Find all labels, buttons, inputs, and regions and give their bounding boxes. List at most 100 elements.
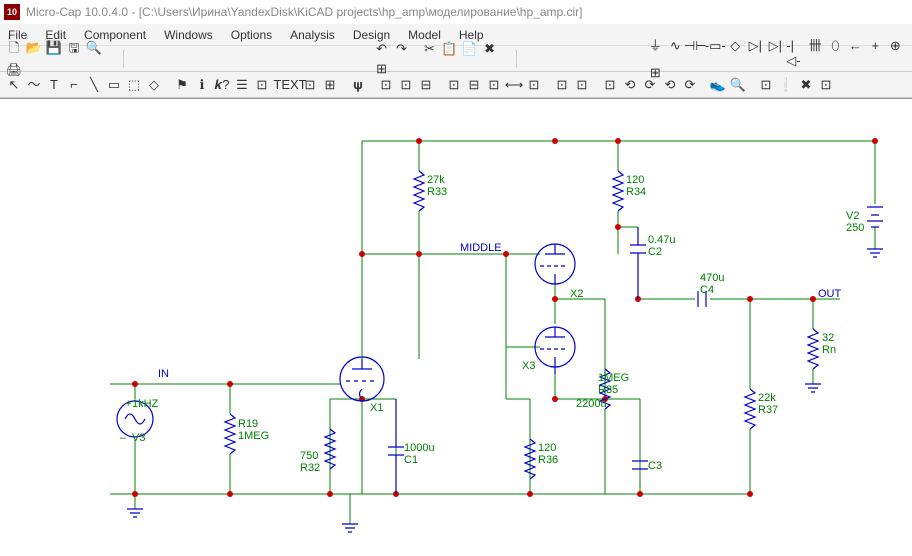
net-in: IN xyxy=(158,368,169,380)
tb3-btn-12[interactable]: ⊕ xyxy=(885,36,905,56)
tb3-btn-10[interactable]: ← xyxy=(845,35,865,55)
tb3-btn-4[interactable]: ◇ xyxy=(725,36,745,56)
tb4-btn-19[interactable]: 𝛙 xyxy=(348,75,368,95)
tb1-btn-3[interactable]: 🖫 xyxy=(64,40,84,60)
tb3-btn-6[interactable]: ▷| xyxy=(765,36,785,56)
tb1-btn-0[interactable]: 🗋 xyxy=(4,40,24,60)
tb4-btn-22[interactable]: ⊡ xyxy=(396,75,416,95)
tb4-btn-26[interactable]: ⊟ xyxy=(464,75,484,95)
tb4-btn-15[interactable]: TEXT xyxy=(280,75,300,95)
menu-options[interactable]: Options xyxy=(231,28,272,42)
net-middle: MIDDLE xyxy=(460,242,502,254)
title-bar: 10 Micro-Cap 10.0.4.0 - [C:\Users\Ирина\… xyxy=(0,0,912,24)
svg-text:C4: C4 xyxy=(700,284,714,296)
tb4-btn-5[interactable]: ▭ xyxy=(104,75,124,95)
tb4-btn-37[interactable]: ⟲ xyxy=(660,75,680,95)
tb4-btn-3[interactable]: ⌐ xyxy=(64,75,84,95)
gnd-1 xyxy=(127,509,143,517)
tb2-btn-0[interactable]: ↶ xyxy=(372,39,392,59)
tb4-btn-4[interactable]: ╲ xyxy=(84,75,104,95)
toolbar-row-1: 🗋📂💾🖫🔍🖨 ↶↷✂📋📄✖⊞ ⏚∿⊣⊢-▭-◇▷|▷|-|◁-卌⬯←+⊕⊞ xyxy=(0,46,912,72)
tb4-btn-31[interactable]: ⊡ xyxy=(552,75,572,95)
tb3-btn-1[interactable]: ∿ xyxy=(665,36,685,56)
svg-text:0.47u: 0.47u xyxy=(648,234,676,246)
tb1-btn-2[interactable]: 💾 xyxy=(44,38,64,58)
svg-text:C1: C1 xyxy=(404,454,418,466)
svg-text:R33: R33 xyxy=(427,186,447,198)
tb2-btn-5[interactable]: 📄 xyxy=(460,39,480,59)
svg-text:X3: X3 xyxy=(522,360,535,372)
tb4-btn-40[interactable]: 👟 xyxy=(708,75,728,95)
tb4-btn-21[interactable]: ⊡ xyxy=(376,75,396,95)
svg-text:750: 750 xyxy=(300,450,318,462)
tb4-btn-43[interactable]: ⊡ xyxy=(756,75,776,95)
tb3-btn-7[interactable]: -|◁- xyxy=(785,43,805,63)
comp-c2 xyxy=(630,227,646,299)
tb4-btn-27[interactable]: ⊡ xyxy=(484,75,504,95)
svg-text:R19: R19 xyxy=(238,418,258,430)
svg-text:32: 32 xyxy=(822,332,834,344)
tb3-btn-3[interactable]: -▭- xyxy=(705,36,725,56)
svg-text:1MEG: 1MEG xyxy=(238,430,269,442)
tb2-btn-4[interactable]: 📋 xyxy=(440,39,460,59)
svg-text:C3: C3 xyxy=(648,460,662,472)
tb3-btn-11[interactable]: + xyxy=(865,35,885,55)
net-out: OUT xyxy=(818,288,842,300)
tb4-btn-6[interactable]: ⬚ xyxy=(124,75,144,95)
svg-text:R32: R32 xyxy=(300,462,320,474)
tb4-btn-23[interactable]: ⊟ xyxy=(416,75,436,95)
tb4-btn-36[interactable]: ⟳ xyxy=(640,75,660,95)
comp-c1 xyxy=(388,399,404,494)
tb4-btn-34[interactable]: ⊡ xyxy=(600,75,620,95)
tb1-btn-4[interactable]: 🔍 xyxy=(84,38,104,58)
svg-text:–: – xyxy=(120,432,127,444)
tb3-btn-0[interactable]: ⏚ xyxy=(645,34,665,54)
menu-analysis[interactable]: Analysis xyxy=(290,28,335,42)
tb1-btn-1[interactable]: 📂 xyxy=(24,38,44,58)
tb4-btn-0[interactable]: ↖ xyxy=(4,75,24,95)
tb3-btn-5[interactable]: ▷| xyxy=(745,36,765,56)
tb4-btn-13[interactable]: ⊡ xyxy=(252,75,272,95)
tb4-btn-38[interactable]: ⟳ xyxy=(680,75,700,95)
tb4-btn-25[interactable]: ⊡ xyxy=(444,75,464,95)
tb4-btn-12[interactable]: ☰ xyxy=(232,75,252,95)
tb3-btn-9[interactable]: ⬯ xyxy=(825,36,845,56)
svg-text:1000u: 1000u xyxy=(404,442,435,454)
tb3-btn-2[interactable]: ⊣⊢ xyxy=(685,36,705,56)
tb4-btn-35[interactable]: ⟲ xyxy=(620,75,640,95)
tb4-btn-10[interactable]: ℹ xyxy=(192,75,212,95)
tb3-btn-8[interactable]: 卌 xyxy=(805,34,825,54)
tb4-btn-9[interactable]: ⚑ xyxy=(172,75,192,95)
tb4-btn-32[interactable]: ⊡ xyxy=(572,75,592,95)
menu-windows[interactable]: Windows xyxy=(164,28,213,42)
tb2-btn-6[interactable]: ✖ xyxy=(480,39,500,59)
tb4-btn-2[interactable]: T xyxy=(44,75,64,95)
svg-text:120: 120 xyxy=(538,442,556,454)
tb4-btn-28[interactable]: ⟷ xyxy=(504,75,524,95)
svg-text:X2: X2 xyxy=(570,288,583,300)
gnd-2 xyxy=(342,524,358,532)
tb4-btn-44[interactable]: ❕ xyxy=(776,75,796,95)
schematic-canvas[interactable]: IN MIDDLE OUT 27k R33 120 R34 0.47u C2 4… xyxy=(0,98,912,556)
comp-rn xyxy=(808,329,818,369)
tb4-btn-41[interactable]: 🔍 xyxy=(728,75,748,95)
tb2-btn-1[interactable]: ↷ xyxy=(392,39,412,59)
svg-text:120: 120 xyxy=(626,174,644,186)
svg-text:R37: R37 xyxy=(758,404,778,416)
tb4-btn-17[interactable]: ⊞ xyxy=(320,75,340,95)
tb4-btn-1[interactable]: 〜 xyxy=(24,74,44,94)
tb4-btn-11[interactable]: 𝒌? xyxy=(212,75,232,95)
tb4-btn-16[interactable]: ⊡ xyxy=(300,75,320,95)
tb2-btn-3[interactable]: ✂ xyxy=(420,39,440,59)
tb4-btn-46[interactable]: ⊡ xyxy=(816,75,836,95)
comp-v2 xyxy=(867,207,883,227)
comp-x3 xyxy=(535,327,575,374)
svg-text:1kHZ: 1kHZ xyxy=(132,398,159,410)
tb4-btn-7[interactable]: ◇ xyxy=(144,75,164,95)
svg-text:V3: V3 xyxy=(132,432,145,444)
svg-text:+: + xyxy=(125,398,131,410)
svg-text:X1: X1 xyxy=(370,402,383,414)
tb4-btn-45[interactable]: ✖ xyxy=(796,75,816,95)
tb4-btn-29[interactable]: ⊡ xyxy=(524,75,544,95)
window-title: Micro-Cap 10.0.4.0 - [C:\Users\Ирина\Yan… xyxy=(26,5,583,19)
